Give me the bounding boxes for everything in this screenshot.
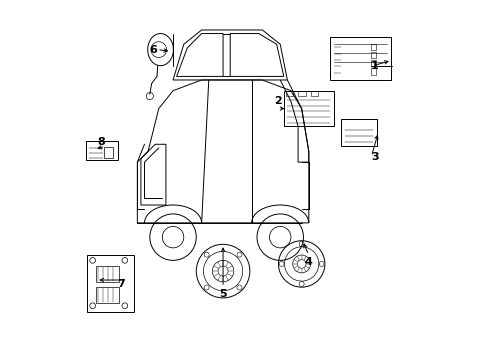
Text: 8: 8 [98, 138, 105, 148]
Text: 3: 3 [370, 152, 378, 162]
Text: 7: 7 [117, 279, 125, 289]
Text: 2: 2 [274, 96, 282, 107]
Text: 4: 4 [304, 257, 312, 267]
Text: 6: 6 [149, 45, 157, 55]
Text: 1: 1 [370, 61, 378, 71]
Text: 5: 5 [219, 289, 226, 299]
